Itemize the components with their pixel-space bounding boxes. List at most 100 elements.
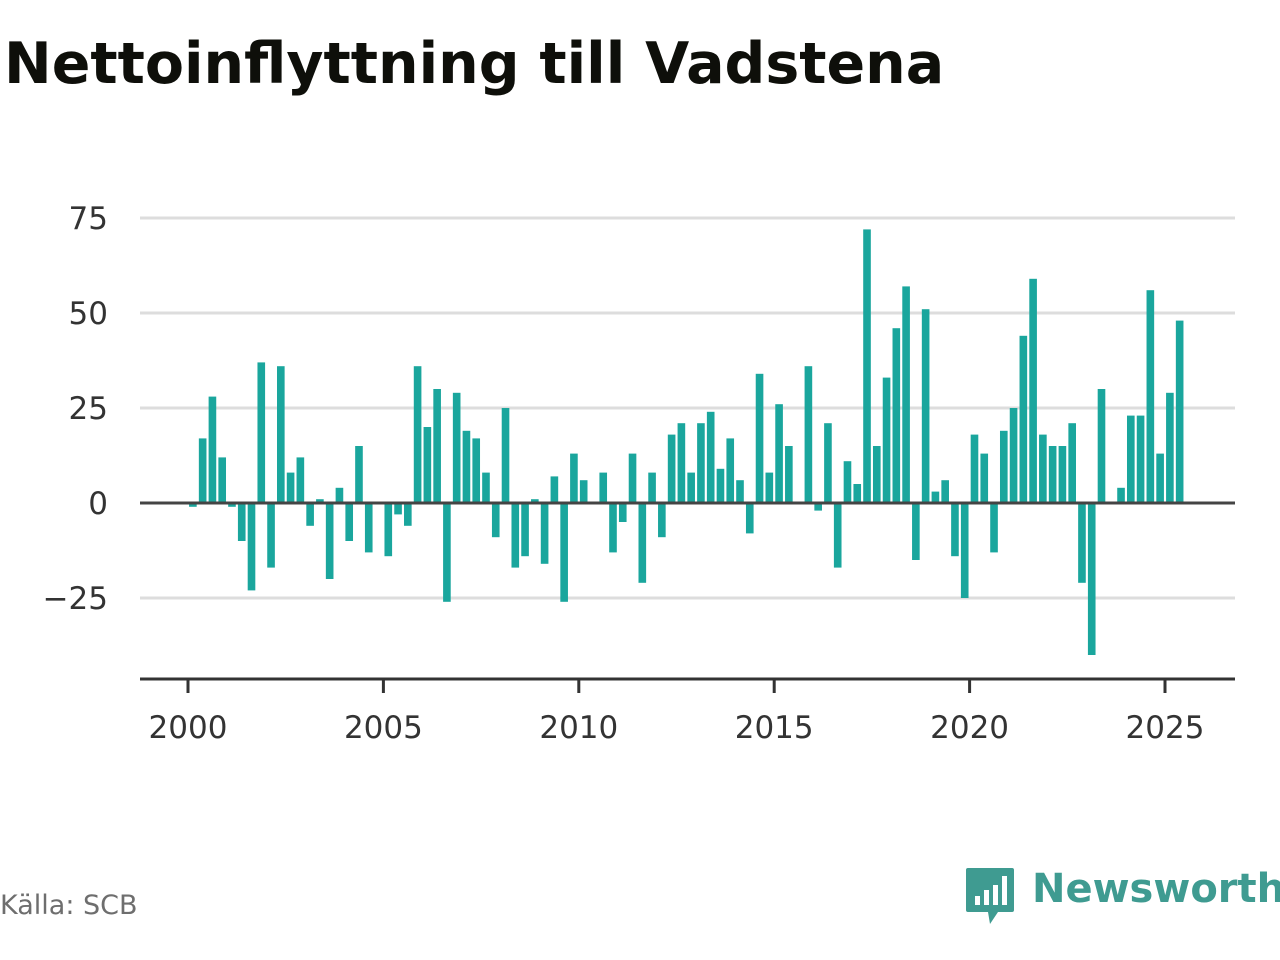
bar (1078, 503, 1086, 583)
bar (404, 503, 412, 526)
bar (443, 503, 451, 602)
bar (1019, 335, 1028, 503)
bar (570, 453, 578, 503)
bar (521, 503, 529, 557)
bar (189, 503, 197, 507)
bar (706, 411, 715, 503)
bar (599, 472, 608, 503)
bar (198, 438, 207, 503)
y-tick-label: 50 (69, 296, 108, 332)
x-tick-label: 2015 (735, 710, 814, 746)
bar (1097, 389, 1106, 503)
bar (208, 396, 217, 503)
newsworthy-logo-icon (966, 868, 1014, 924)
chart-title: Nettoinflyttning till Vadstena (4, 31, 945, 97)
bar (609, 503, 617, 553)
bar (745, 503, 754, 534)
bar (579, 480, 588, 503)
bar (286, 472, 295, 503)
bar (980, 453, 989, 503)
bar (482, 472, 490, 503)
y-tick-label: 25 (69, 391, 108, 427)
bar (628, 453, 637, 503)
bar (355, 446, 363, 503)
bar (277, 366, 285, 503)
bar (872, 446, 881, 503)
bar (267, 503, 275, 568)
bar (462, 430, 471, 503)
bar (667, 434, 676, 503)
bar (902, 286, 910, 503)
bar (511, 503, 520, 568)
bars (189, 229, 1184, 655)
x-tick-label: 2025 (1126, 710, 1205, 746)
bar (726, 438, 735, 503)
bar (491, 503, 500, 538)
bar (394, 503, 402, 515)
bar (1058, 446, 1067, 503)
bar (1068, 423, 1076, 503)
bar (814, 503, 822, 511)
bar (716, 468, 725, 503)
bar (687, 472, 695, 503)
bar (1048, 446, 1057, 503)
bar (1117, 487, 1125, 503)
y-axis-labels: 75 50 25 0 −25 (43, 201, 108, 617)
bar (999, 430, 1008, 503)
bar (257, 362, 266, 503)
y-tick-label: −25 (43, 581, 108, 617)
x-tick-label: 2010 (539, 710, 618, 746)
bar (892, 328, 901, 503)
bar (335, 487, 344, 503)
bar (843, 461, 852, 503)
bar (853, 484, 862, 503)
brand-name: Newsworthy (1032, 866, 1280, 912)
bar (951, 503, 959, 557)
bar (237, 503, 246, 541)
bar (531, 499, 539, 503)
bar (364, 503, 373, 553)
bar (218, 457, 227, 503)
bar (970, 434, 979, 503)
bar (931, 491, 940, 503)
bar (306, 503, 314, 526)
bar (833, 503, 842, 568)
bar (921, 309, 930, 503)
bar (1009, 408, 1018, 503)
bar (736, 480, 744, 503)
bar (1146, 290, 1155, 503)
bar (658, 503, 666, 538)
bar (1166, 392, 1174, 503)
bar (452, 392, 461, 503)
bar (785, 446, 793, 503)
bar (648, 472, 656, 503)
source-note: Källa: SCB (0, 890, 138, 921)
x-tick-label: 2020 (930, 710, 1009, 746)
bar (1175, 320, 1184, 503)
y-tick-label: 75 (69, 201, 108, 237)
x-axis-labels: 2000 2005 2010 2015 2020 2025 (149, 710, 1205, 746)
bar (472, 438, 481, 503)
bar (423, 427, 432, 503)
bar-chart: 75 50 25 0 −25 2000 2005 2010 2015 2020 2025 (43, 201, 1235, 746)
bar (316, 499, 324, 503)
bar (697, 423, 705, 503)
bar (413, 366, 422, 503)
bar (960, 503, 969, 598)
bar (912, 503, 920, 560)
bar (638, 503, 647, 583)
bar (941, 480, 949, 503)
bar (1039, 434, 1047, 503)
bar (677, 423, 686, 503)
bar (1156, 453, 1164, 503)
bar (824, 423, 832, 503)
axes (140, 501, 1235, 693)
bar (765, 472, 774, 503)
bar (296, 457, 305, 503)
bar (228, 503, 236, 507)
bar (384, 503, 393, 557)
bar (247, 503, 256, 591)
bar (775, 404, 783, 503)
bar (560, 503, 568, 602)
gridlines (140, 216, 1235, 600)
